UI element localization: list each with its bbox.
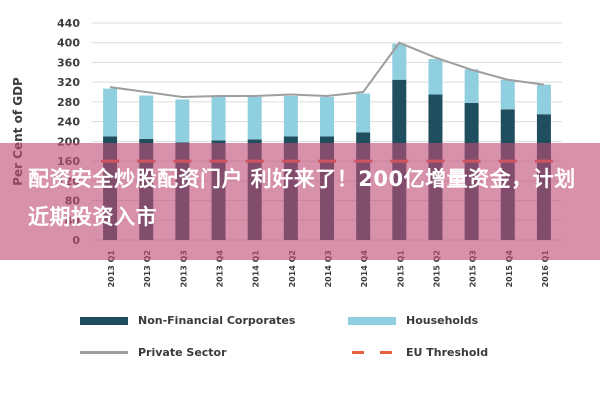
y-tick-label: 240 (57, 116, 80, 129)
legend-item: Households (348, 314, 478, 327)
bar-households (247, 96, 262, 140)
y-tick-label: 440 (57, 17, 80, 30)
bar-households (320, 96, 334, 137)
legend-swatch (80, 316, 128, 325)
y-tick-label: 400 (57, 37, 80, 50)
bar-households (428, 59, 443, 95)
x-tick-label: 2013 Q2 (143, 250, 152, 287)
x-tick-label: 2016 Q1 (541, 250, 550, 288)
legend-swatch (80, 351, 128, 354)
legend-dash (352, 351, 364, 354)
chart-legend: Non-Financial Corporates Households Privat… (80, 306, 540, 376)
x-tick-label: 2015 Q4 (505, 250, 514, 288)
x-tick-label: 2014 Q1 (252, 250, 261, 288)
x-tick-label: 2014 Q4 (360, 250, 369, 288)
y-tick-label: 360 (57, 56, 80, 69)
legend-item: Non-Financial Corporates (80, 314, 295, 327)
x-tick-label: 2013 Q3 (179, 250, 188, 287)
x-tick-label: 2015 Q3 (469, 250, 478, 287)
bar-households (536, 84, 551, 115)
line-private-sector (109, 41, 545, 98)
bar-households (356, 93, 371, 133)
bar-households (283, 95, 298, 137)
x-tick-label: 2014 Q2 (288, 250, 297, 287)
legend-item: Private Sector (80, 346, 227, 359)
bar-households (103, 88, 118, 137)
x-tick-label: 2015 Q2 (432, 250, 441, 287)
bar-households (392, 43, 407, 80)
legend-dash (380, 351, 392, 354)
bar-households (211, 96, 226, 141)
legend-swatch (348, 351, 396, 354)
bar-households (175, 99, 190, 143)
bar-households (139, 95, 154, 139)
x-tick-label: 2015 Q1 (396, 250, 405, 288)
legend-label: Households (406, 314, 479, 327)
y-tick-label: 320 (57, 76, 80, 89)
x-tick-label: 2014 Q3 (324, 250, 333, 287)
bar-households (500, 79, 515, 110)
legend-swatch (348, 316, 396, 325)
bar-households (464, 69, 479, 103)
legend-label: Non-Financial Corporates (138, 314, 296, 327)
y-tick-label: 280 (57, 96, 80, 109)
banner-headline[interactable]: 配资安全炒股配资门户 利好来了！200亿增量资金，计划近期投资入市 (28, 167, 576, 229)
overlay-banner (0, 143, 600, 260)
legend-item: EU Threshold (348, 346, 488, 359)
x-tick-label: 2013 Q1 (107, 250, 116, 288)
x-tick-label: 2013 Q4 (216, 250, 225, 288)
legend-label: Private Sector (138, 346, 227, 359)
legend-label: EU Threshold (406, 346, 489, 359)
